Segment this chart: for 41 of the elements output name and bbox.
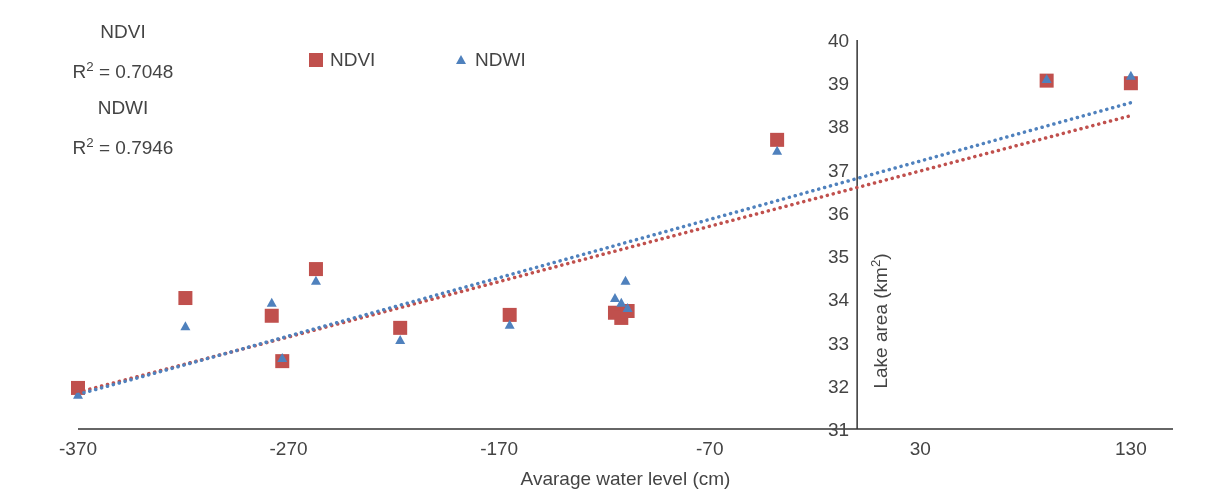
x-tick-label: -70 bbox=[696, 438, 724, 459]
point bbox=[264, 308, 279, 323]
annotation: NDVI bbox=[100, 21, 146, 42]
point bbox=[180, 321, 191, 331]
y-tick-label: 34 bbox=[827, 289, 850, 311]
point bbox=[616, 297, 627, 307]
point bbox=[772, 145, 783, 155]
legend-label: NDVI bbox=[330, 49, 376, 70]
point bbox=[609, 293, 620, 303]
y-tick-label: 35 bbox=[827, 246, 850, 268]
x-tick-label: -270 bbox=[269, 438, 308, 459]
point bbox=[1041, 73, 1052, 83]
legend-label: NDWI bbox=[475, 49, 526, 70]
point bbox=[770, 132, 785, 147]
point bbox=[1125, 70, 1136, 80]
point bbox=[504, 319, 515, 329]
point bbox=[277, 353, 288, 363]
y-tick-label: 39 bbox=[827, 73, 850, 95]
point bbox=[266, 297, 277, 307]
point bbox=[622, 302, 633, 312]
annotation: NDWI bbox=[97, 97, 149, 118]
y-tick-label: 37 bbox=[827, 159, 850, 181]
point bbox=[310, 275, 321, 285]
x-tick-label: 130 bbox=[1115, 438, 1147, 459]
point bbox=[395, 334, 406, 344]
x-tick-label: -170 bbox=[480, 438, 519, 459]
y-tick-label: 33 bbox=[827, 332, 850, 354]
y-tick-label: 40 bbox=[827, 30, 850, 51]
point bbox=[620, 275, 631, 285]
point bbox=[393, 320, 408, 335]
point bbox=[502, 307, 517, 322]
annotation: R$^{2}$ = 0.7048 bbox=[72, 58, 174, 82]
x-tick-label: 30 bbox=[909, 438, 931, 459]
point bbox=[308, 262, 323, 277]
y-tick-label: 38 bbox=[827, 116, 850, 138]
point bbox=[178, 291, 193, 306]
x-axis-title: Avarage water level (cm) bbox=[520, 468, 731, 489]
annotation: R$^{2}$ = 0.7946 bbox=[72, 134, 174, 158]
x-tick-label: -370 bbox=[58, 438, 98, 459]
y-tick-label: 32 bbox=[827, 375, 850, 397]
y-tick-label: 36 bbox=[827, 202, 850, 224]
